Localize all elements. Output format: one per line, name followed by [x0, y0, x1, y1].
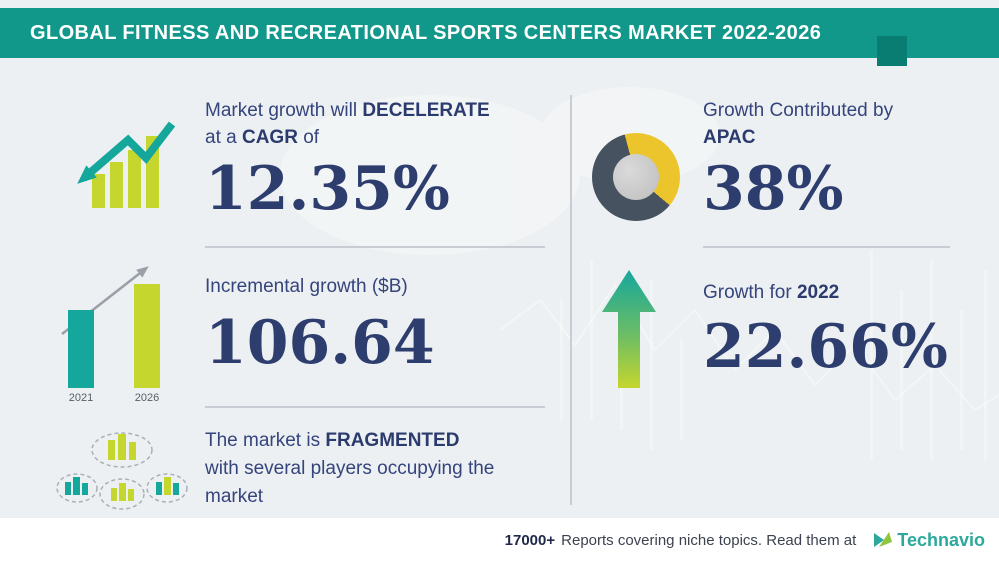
incremental-growth-value: 106.64	[205, 308, 435, 378]
header-accent-square	[877, 36, 907, 66]
cagr-line1: Market growth will DECELERATE	[205, 98, 490, 124]
decelerate-chart-icon	[58, 116, 178, 221]
donut-chart-icon	[592, 133, 680, 221]
growth-2022-value: 22.66%	[703, 312, 948, 382]
growth-2022-year: 2022	[796, 282, 840, 303]
separator-line	[205, 246, 545, 248]
separator-line	[703, 246, 950, 248]
apac-value: 38%	[703, 154, 844, 224]
up-arrow-icon	[602, 270, 656, 393]
bar-chart-icon	[58, 262, 178, 397]
technavio-logo-text: Technavio	[897, 529, 985, 550]
cagr-line1-bold: DECELERATE	[362, 100, 490, 121]
footer-report-count: 17000+	[504, 531, 556, 549]
technavio-logo: Technavio	[872, 530, 985, 551]
apac-region-label: APAC	[703, 127, 756, 148]
fragmented-line1-pre: The market is	[205, 430, 326, 451]
footer-bar: 17000+ Reports covering niche topics. Re…	[0, 518, 999, 562]
cagr-line2-bold: CAGR	[241, 127, 298, 148]
growth-2022-label: Growth for 2022	[703, 280, 839, 306]
cagr-value: 12.35%	[205, 154, 450, 224]
fragmented-line2: with several players occupying the	[205, 458, 495, 479]
fragmented-line1: The market is FRAGMENTED	[205, 428, 459, 454]
fragmented-line3: market	[205, 486, 264, 507]
cagr-line1-pre: Market growth will	[205, 100, 363, 121]
footer-tagline: Reports covering niche topics. Read them…	[561, 531, 857, 549]
cagr-line2: at a CAGR of	[205, 125, 319, 151]
fragmented-line1-bold: FRAGMENTED	[325, 430, 460, 451]
technavio-bird-icon	[874, 532, 893, 547]
column-divider	[570, 95, 572, 505]
page-title: GLOBAL FITNESS AND RECREATIONAL SPORTS C…	[30, 21, 822, 44]
bar-year-right-label: 2026	[134, 392, 160, 404]
cagr-line2-pre: at a	[205, 127, 242, 148]
growth-2022-label-pre: Growth for	[703, 282, 797, 303]
fragmented-market-icon	[52, 428, 192, 525]
incremental-growth-label: Incremental growth ($B)	[205, 276, 408, 297]
separator-line	[205, 406, 545, 408]
header-banner: GLOBAL FITNESS AND RECREATIONAL SPORTS C…	[0, 8, 999, 58]
apac-label: Growth Contributed by	[703, 100, 894, 121]
bar-year-left-label: 2021	[68, 392, 94, 404]
cagr-line2-post: of	[297, 127, 320, 148]
